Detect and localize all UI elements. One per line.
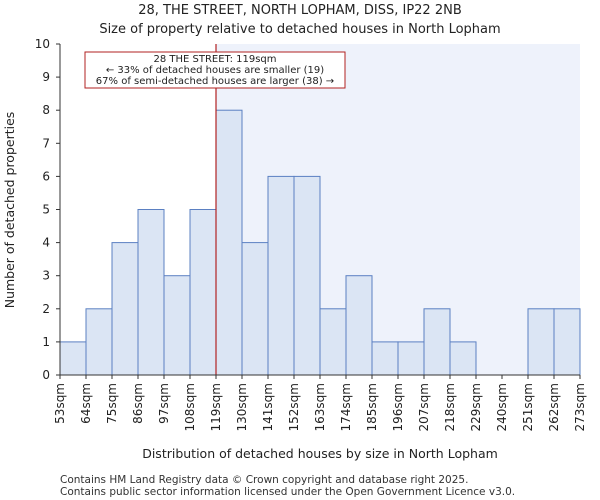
footer-line-1: Contains HM Land Registry data © Crown c… — [60, 474, 468, 486]
x-tick-label: 229sqm — [469, 383, 483, 431]
x-tick-label: 152sqm — [287, 383, 301, 431]
bar-119sqm — [215, 109, 243, 376]
y-ticks-group: 0 1 2 3 4 5 6 7 8 9 10 — [35, 37, 60, 382]
x-tick-label: 218sqm — [443, 383, 457, 431]
x-tick-label: 130sqm — [235, 383, 249, 431]
annotation-line-3: 67% of semi-detached houses are larger (… — [96, 76, 334, 87]
bar-108sqm — [189, 209, 217, 376]
x-tick-label: 174sqm — [339, 383, 353, 431]
bar-185sqm — [371, 341, 399, 376]
bar-75sqm — [111, 242, 139, 376]
x-tick-label: 97sqm — [157, 383, 171, 424]
y-tick-label: 7 — [42, 136, 50, 150]
bar-130sqm — [241, 242, 269, 376]
y-tick-label: 0 — [42, 368, 50, 382]
bar-141sqm — [267, 175, 295, 376]
y-tick-label: 8 — [42, 103, 50, 117]
y-tick-label: 10 — [35, 37, 50, 51]
y-tick-label: 9 — [42, 70, 50, 84]
bar-97sqm — [163, 275, 191, 376]
y-tick-label: 4 — [42, 236, 50, 250]
x-tick-label: 163sqm — [313, 383, 327, 431]
x-tick-label: 262sqm — [547, 383, 561, 431]
bar-251sqm — [527, 308, 555, 376]
bars-group — [59, 109, 581, 376]
bar-152sqm — [293, 175, 321, 376]
chart-title: 28, THE STREET, NORTH LOPHAM, DISS, IP22… — [138, 3, 462, 18]
chart-subtitle: Size of property relative to detached ho… — [99, 22, 500, 37]
bar-196sqm — [397, 341, 425, 376]
x-tick-label: 86sqm — [131, 383, 145, 424]
x-tick-label: 240sqm — [495, 383, 509, 431]
annotation-box: 28 THE STREET: 119sqm ← 33% of detached … — [84, 51, 346, 89]
bar-53sqm — [59, 341, 87, 376]
x-tick-label: 141sqm — [261, 383, 275, 431]
x-tick-label: 185sqm — [365, 383, 379, 431]
x-tick-label: 207sqm — [417, 383, 431, 431]
bar-174sqm — [345, 275, 373, 376]
annotation-border — [84, 51, 346, 89]
x-tick-label: 75sqm — [105, 383, 119, 424]
x-tick-label: 119sqm — [209, 383, 223, 431]
x-tick-label: 64sqm — [79, 383, 93, 424]
annotation-line-1: 28 THE STREET: 119sqm — [153, 54, 276, 65]
y-axis-label: Number of detached properties — [2, 112, 17, 309]
bar-86sqm — [137, 209, 165, 376]
x-axis-label: Distribution of detached houses by size … — [142, 446, 498, 461]
x-tick-label: 108sqm — [183, 383, 197, 431]
bar-262sqm — [553, 308, 581, 376]
y-tick-label: 2 — [42, 302, 50, 316]
bar-64sqm — [85, 308, 113, 376]
y-tick-label: 6 — [42, 169, 50, 183]
x-ticks-group: 53sqm 64sqm 75sqm 86sqm 97sqm 108sqm 119sqm 130… — [53, 375, 587, 431]
bar-163sqm — [319, 308, 347, 376]
x-tick-label: 251sqm — [521, 383, 535, 431]
x-tick-label: 273sqm — [573, 383, 587, 431]
y-tick-label: 5 — [42, 203, 50, 217]
y-tick-label: 3 — [42, 269, 50, 283]
bar-207sqm — [423, 308, 451, 376]
footer-line-2: Contains public sector information licen… — [60, 486, 515, 498]
annotation-line-2: ← 33% of detached houses are smaller (19… — [106, 65, 324, 76]
x-tick-label: 53sqm — [53, 383, 67, 424]
y-tick-label: 1 — [42, 335, 50, 349]
x-tick-label: 196sqm — [391, 383, 405, 431]
bar-218sqm — [449, 341, 477, 376]
